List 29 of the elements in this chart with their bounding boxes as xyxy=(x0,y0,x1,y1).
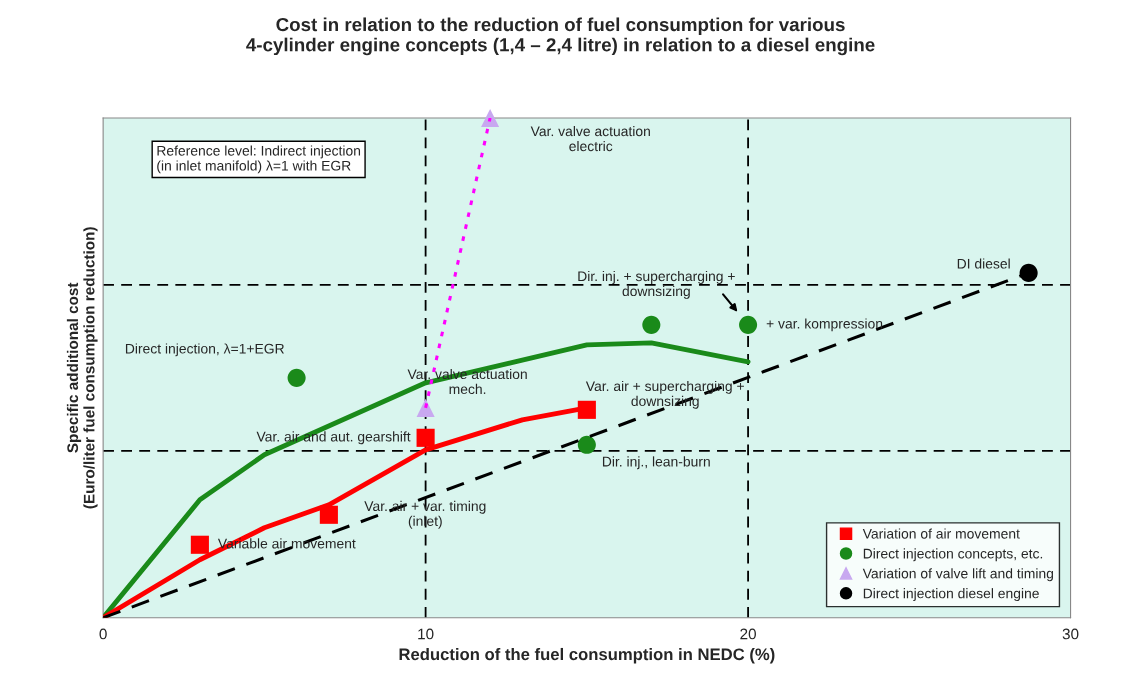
legend-label: Direct injection diesel engine xyxy=(863,588,1039,602)
point xyxy=(577,400,596,419)
point xyxy=(416,428,435,447)
point xyxy=(319,505,338,524)
annotation: Var. valve actuation electric xyxy=(530,126,650,152)
annotation: Reference level: Indirect injection (in inlet manifold) λ=1 with EGR xyxy=(157,145,361,174)
x-tick-label: 30 xyxy=(1062,628,1079,640)
annotation: Dir. inj., lean-burn xyxy=(602,456,710,470)
annotation: Direct injection, λ=1+EGR xyxy=(125,343,284,357)
x-axis-title: Reduction of the fuel consumption in NEDC (%) xyxy=(399,647,775,664)
legend-label: Direct injection concepts, etc. xyxy=(863,548,1043,562)
point xyxy=(739,315,758,334)
x-tick-label: 10 xyxy=(418,628,434,640)
legend-label: Variation of air movement xyxy=(862,528,1020,539)
point xyxy=(190,535,209,554)
y-axis-title: Specific additional cost (Euro/liter fuel consumption reduction) xyxy=(66,227,98,509)
point xyxy=(287,368,306,387)
legend-label: Variation of valve lift and timing xyxy=(862,568,1053,582)
annotation: DI diesel xyxy=(957,258,1010,269)
point xyxy=(481,108,500,128)
x-tick-label: 0 xyxy=(99,628,107,640)
x-tick-label: 20 xyxy=(740,628,756,640)
point xyxy=(577,435,596,454)
point xyxy=(642,315,661,334)
point xyxy=(416,398,435,417)
annotation: + var. kompression xyxy=(766,318,883,332)
annotation: Var. air and aut. gearshift xyxy=(256,431,411,445)
chart-title: Cost in relation to the reduction of fuel consumption for various 4-cylinder engine concepts (1,4 – 2,4 litre) in relation to a diesel engine xyxy=(246,17,875,56)
annotation: Dir. inj. + supercharging + downsizing xyxy=(578,270,735,299)
